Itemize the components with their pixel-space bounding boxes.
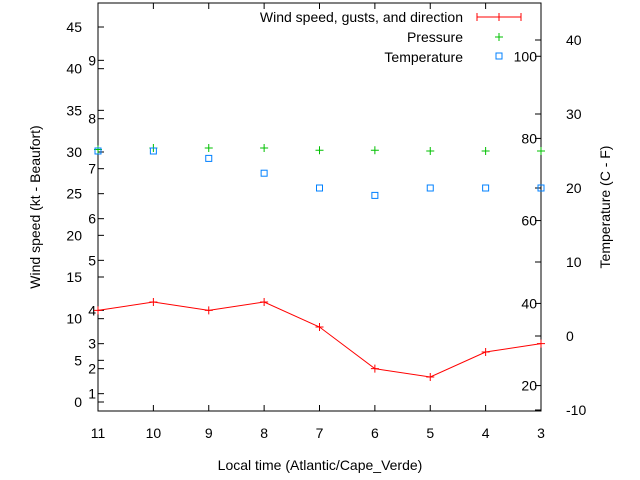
temperature-point: [205, 154, 213, 162]
beaufort-tick-label: 8: [88, 111, 96, 127]
beaufort-tick-label: 4: [88, 302, 96, 318]
x-tick-label: 7: [316, 425, 324, 441]
pressure-point: [370, 146, 379, 155]
beaufort-tick-label: 1: [88, 386, 96, 402]
legend-pressure-marker: [495, 33, 503, 41]
legend-temperature-marker: [495, 52, 503, 60]
temperature-point: [316, 184, 323, 192]
y2-tick-label: -10: [566, 402, 586, 418]
wind-speed-line: [97, 301, 542, 378]
legend-temperature-label: Temperature: [384, 49, 463, 65]
temperature-point: [260, 169, 268, 177]
legend-pressure-label: Pressure: [407, 29, 463, 45]
temperature-point: [537, 184, 545, 192]
wind-speed-point: [315, 323, 324, 332]
pressure-point: [204, 144, 213, 153]
y-axis-label: Wind speed (kt - Beaufort): [27, 125, 43, 288]
temperature-point: [426, 184, 434, 192]
y-tick-label: 40: [66, 61, 82, 77]
y-tick-label: 15: [66, 269, 82, 285]
plot-frame: [97, 2, 542, 412]
x-tick-label: 4: [482, 425, 490, 441]
wind-speed-point: [426, 373, 435, 382]
beaufort-tick-label: 5: [88, 252, 96, 268]
fahrenheit-tick-label: 100: [514, 48, 538, 64]
temperature-point: [94, 147, 102, 155]
x-tick-label: 11: [91, 425, 106, 441]
y2-axis-label: Temperature (C - F): [597, 146, 613, 269]
temperature-point: [371, 191, 379, 199]
legend-wind-label: Wind speed, gusts, and direction: [260, 9, 463, 25]
beaufort-tick-label: 2: [88, 361, 96, 377]
pressure-point: [537, 147, 545, 155]
legend: Wind speed, gusts, and direction Pressur…: [260, 9, 522, 65]
y2-tick-label: 10: [566, 254, 582, 270]
y-tick-label: 25: [66, 186, 82, 202]
y2-tick-label: 30: [566, 106, 582, 122]
pressure-point: [315, 146, 324, 155]
wind-speed-point: [370, 364, 379, 373]
wind-speed-point: [204, 306, 213, 315]
x-tick-label: 6: [371, 425, 379, 441]
temperature-point: [149, 147, 157, 155]
y-tick-label: 10: [66, 311, 82, 327]
wind-speed-point: [481, 348, 490, 357]
temperature-point: [482, 184, 490, 192]
legend-wind-marker: [476, 13, 522, 21]
x-tick-label: 8: [260, 425, 268, 441]
y2-tick-label: 20: [566, 180, 582, 196]
y-tick-label: 30: [66, 144, 82, 160]
fahrenheit-tick-label: 40: [521, 295, 537, 311]
y2-tick-label: 0: [566, 328, 574, 344]
fahrenheit-tick-label: 20: [521, 378, 537, 394]
beaufort-tick-label: 6: [88, 211, 96, 227]
fahrenheit-tick-label: 60: [521, 213, 537, 229]
beaufort-tick-label: 9: [88, 52, 96, 68]
beaufort-tick-label: 3: [88, 336, 96, 352]
y-tick-label: 5: [74, 352, 82, 368]
pressure-point: [426, 147, 435, 155]
wind-speed-point: [260, 298, 269, 307]
beaufort-tick-label: 7: [88, 161, 96, 177]
x-tick-label: 10: [146, 425, 162, 441]
x-tick-label: 5: [426, 425, 434, 441]
y-tick-label: 35: [66, 102, 82, 118]
y2-tick-label: 40: [566, 32, 582, 48]
fahrenheit-tick-label: 80: [521, 130, 537, 146]
pressure-point: [260, 144, 269, 153]
wind-speed-point: [94, 306, 102, 315]
y-tick-label: 45: [66, 19, 82, 35]
x-axis-label: Local time (Atlantic/Cape_Verde): [218, 457, 423, 473]
wind-speed-point: [149, 298, 158, 307]
y-tick-label: 0: [74, 394, 82, 410]
wind-speed-point: [537, 339, 545, 348]
pressure-point: [481, 147, 490, 155]
x-tick-label: 9: [205, 425, 213, 441]
y-tick-label: 20: [66, 227, 82, 243]
x-tick-label: 3: [537, 425, 545, 441]
